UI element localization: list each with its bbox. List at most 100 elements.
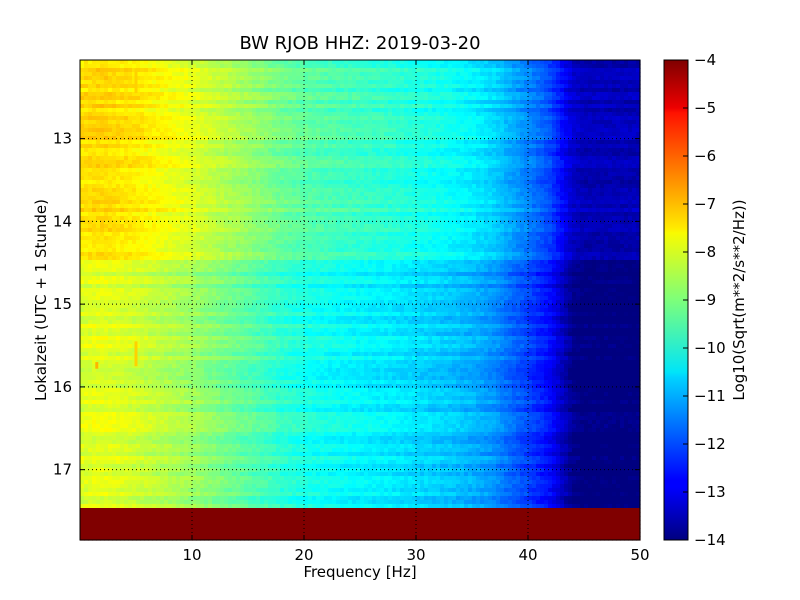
heatmap-cell bbox=[172, 136, 177, 141]
heatmap-cell bbox=[180, 152, 185, 157]
heatmap-cell bbox=[116, 136, 121, 141]
heatmap-cell bbox=[444, 100, 449, 105]
heatmap-cell bbox=[124, 144, 129, 149]
heatmap-cell bbox=[344, 88, 349, 93]
heatmap-cell bbox=[568, 192, 573, 197]
heatmap-cell bbox=[420, 172, 425, 177]
heatmap-cell bbox=[308, 160, 313, 165]
heatmap-cell bbox=[88, 104, 93, 109]
heatmap-cell bbox=[412, 120, 417, 125]
heatmap-cell bbox=[456, 72, 461, 77]
heatmap-cell bbox=[540, 196, 545, 201]
heatmap-cell bbox=[84, 164, 89, 169]
heatmap-cell bbox=[152, 164, 157, 169]
heatmap-cell bbox=[88, 96, 93, 101]
heatmap-cell bbox=[120, 92, 125, 97]
heatmap-cell bbox=[144, 128, 149, 133]
heatmap-cell bbox=[96, 124, 101, 129]
heatmap-cell bbox=[604, 136, 609, 141]
heatmap-cell bbox=[496, 176, 501, 181]
heatmap-cell bbox=[116, 92, 121, 97]
heatmap-cell bbox=[84, 144, 89, 149]
heatmap-cell bbox=[324, 116, 329, 121]
heatmap-cell bbox=[136, 168, 141, 173]
heatmap-cell bbox=[176, 92, 181, 97]
heatmap-cell bbox=[544, 160, 549, 165]
heatmap-cell bbox=[572, 92, 577, 97]
heatmap-cell bbox=[452, 88, 457, 93]
heatmap-cell bbox=[348, 188, 353, 193]
heatmap-cell bbox=[80, 164, 85, 169]
heatmap-cell bbox=[504, 192, 509, 197]
heatmap-cell bbox=[424, 136, 429, 141]
heatmap-cell bbox=[200, 64, 205, 69]
heatmap-cell bbox=[588, 96, 593, 101]
heatmap-cell bbox=[348, 152, 353, 157]
heatmap-cell bbox=[280, 136, 285, 141]
heatmap-cell bbox=[548, 172, 553, 177]
heatmap-cell bbox=[496, 124, 501, 129]
heatmap-cell bbox=[220, 140, 225, 145]
heatmap-cell bbox=[112, 92, 117, 97]
heatmap-cell bbox=[608, 72, 613, 77]
heatmap-cell bbox=[384, 148, 389, 153]
heatmap-cell bbox=[384, 92, 389, 97]
heatmap-cell bbox=[524, 152, 529, 157]
heatmap-cell bbox=[248, 116, 253, 121]
heatmap-cell bbox=[332, 196, 337, 201]
heatmap-cell bbox=[412, 136, 417, 141]
heatmap-cell bbox=[116, 116, 121, 121]
heatmap-cell bbox=[428, 60, 433, 65]
heatmap-cell bbox=[484, 128, 489, 133]
heatmap-cell bbox=[616, 184, 621, 189]
heatmap-cell bbox=[312, 156, 317, 161]
heatmap-cell bbox=[392, 88, 397, 93]
heatmap-cell bbox=[152, 112, 157, 117]
heatmap-cell bbox=[80, 168, 85, 173]
heatmap-cell bbox=[368, 72, 373, 77]
heatmap-cell bbox=[184, 176, 189, 181]
heatmap-cell bbox=[376, 176, 381, 181]
heatmap-cell bbox=[428, 164, 433, 169]
heatmap-cell bbox=[264, 176, 269, 181]
heatmap-cell bbox=[124, 172, 129, 177]
heatmap-cell bbox=[228, 92, 233, 97]
heatmap-cell bbox=[588, 152, 593, 157]
heatmap-cell bbox=[592, 152, 597, 157]
heatmap-cell bbox=[556, 196, 561, 201]
heatmap-cell bbox=[328, 152, 333, 157]
heatmap-cell bbox=[528, 60, 533, 65]
heatmap-cell bbox=[172, 176, 177, 181]
heatmap-cell bbox=[532, 124, 537, 129]
heatmap-cell bbox=[524, 136, 529, 141]
heatmap-cell bbox=[400, 60, 405, 65]
heatmap-cell bbox=[108, 140, 113, 145]
heatmap-cell bbox=[312, 80, 317, 85]
heatmap-cell bbox=[148, 144, 153, 149]
heatmap-cell bbox=[168, 80, 173, 85]
heatmap-cell bbox=[420, 60, 425, 65]
heatmap-cell bbox=[588, 128, 593, 133]
heatmap-cell bbox=[544, 144, 549, 149]
heatmap-cell bbox=[164, 180, 169, 185]
heatmap-cell bbox=[548, 180, 553, 185]
heatmap-cell bbox=[548, 192, 553, 197]
heatmap-cell bbox=[152, 120, 157, 125]
heatmap-cell bbox=[628, 172, 633, 177]
heatmap-cell bbox=[536, 112, 541, 117]
heatmap-cell bbox=[128, 60, 133, 65]
heatmap-cell bbox=[356, 168, 361, 173]
heatmap-cell bbox=[192, 180, 197, 185]
heatmap-cell bbox=[508, 132, 513, 137]
heatmap-cell bbox=[576, 96, 581, 101]
heatmap-cell bbox=[136, 60, 141, 65]
heatmap-cell bbox=[376, 128, 381, 133]
heatmap-cell bbox=[548, 72, 553, 77]
heatmap-cell bbox=[372, 152, 377, 157]
heatmap-cell bbox=[472, 152, 477, 157]
heatmap-cell bbox=[264, 124, 269, 129]
heatmap-cell bbox=[244, 148, 249, 153]
heatmap-cell bbox=[376, 196, 381, 201]
heatmap-cell bbox=[180, 104, 185, 109]
heatmap-cell bbox=[568, 168, 573, 173]
